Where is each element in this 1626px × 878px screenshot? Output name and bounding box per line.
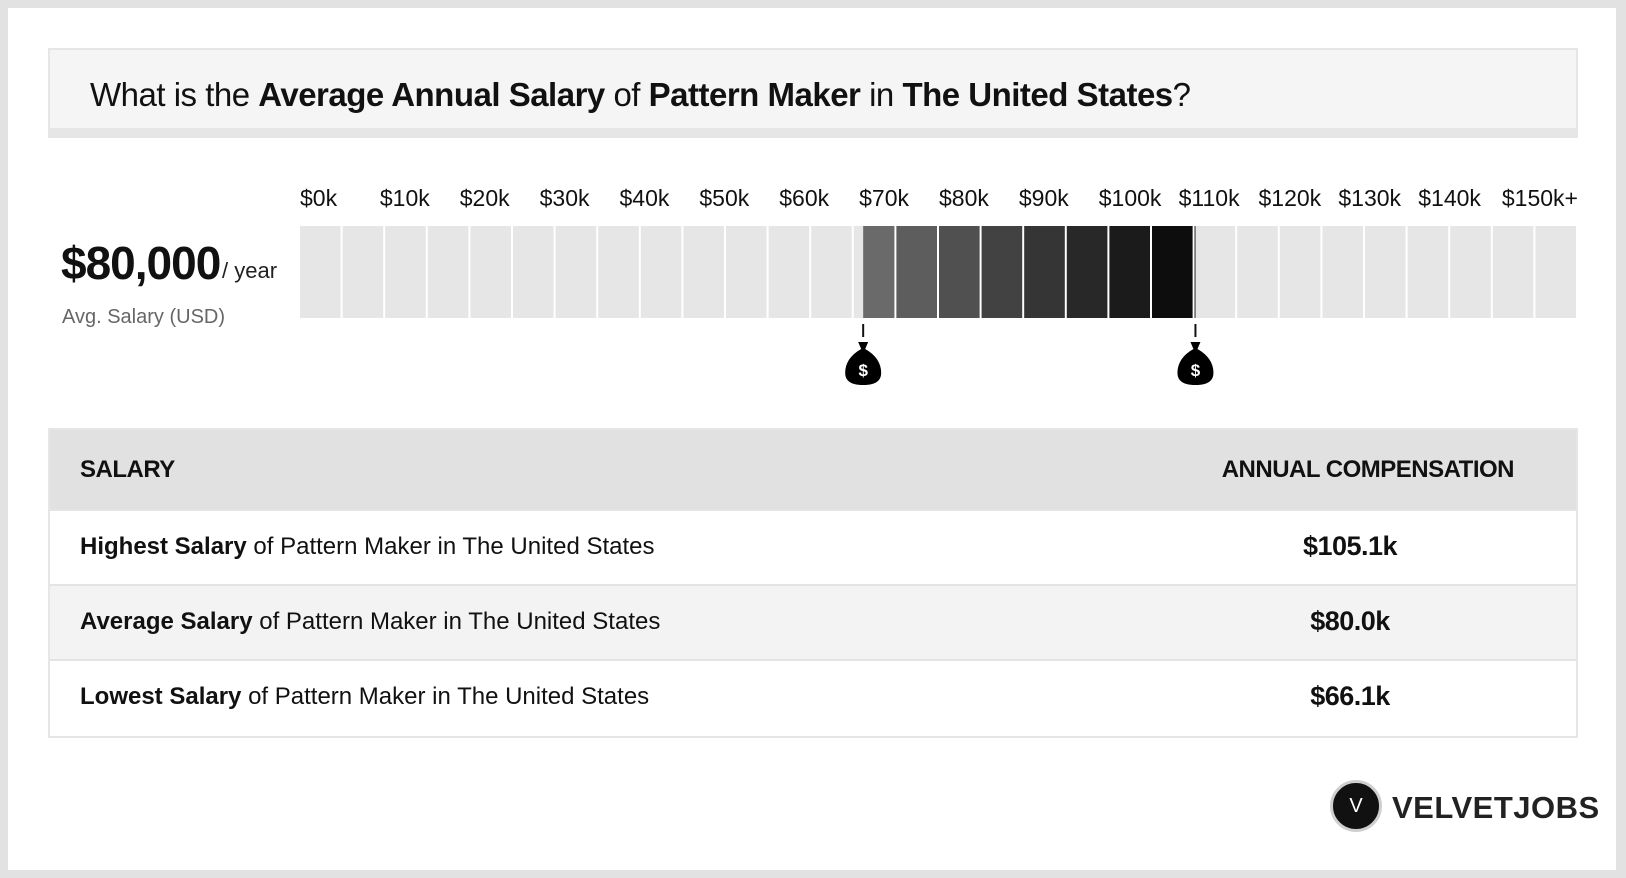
bar-segment-empty — [811, 226, 852, 318]
bar-segment-range — [896, 226, 937, 318]
row-label: Lowest Salary — [80, 683, 242, 710]
money-bag-icon — [1177, 342, 1214, 385]
x-tick-label: $0k — [300, 185, 338, 211]
x-tick-label: $110k — [1179, 185, 1240, 211]
x-tick-label: $10k — [380, 185, 430, 211]
row-value: $80.0k — [1310, 606, 1390, 636]
x-tick-label: $100k — [1099, 185, 1162, 211]
salary-table: SALARY ANNUAL COMPENSATION Highest Salar… — [48, 428, 1578, 738]
bar-segment-empty — [1322, 226, 1363, 318]
bar-segment-range — [1109, 226, 1150, 318]
bar-segment-empty — [1237, 226, 1278, 318]
x-tick-label: $140k — [1418, 185, 1481, 211]
x-tick-label: $70k — [859, 185, 909, 211]
bar-segment-empty — [598, 226, 639, 318]
bar-segment-empty — [385, 226, 426, 318]
x-tick-label: $50k — [699, 185, 749, 211]
bar-segment-empty — [513, 226, 554, 318]
bar-segment-empty — [470, 226, 511, 318]
bar-segment-empty — [427, 226, 469, 318]
bar-segment-range — [939, 226, 980, 318]
question-highlight-job: Pattern Maker — [648, 76, 861, 113]
bar-segment-empty — [640, 226, 682, 318]
bar-segment-range — [981, 226, 1023, 318]
bar-segment-range — [1066, 226, 1108, 318]
bar-segment-range — [1194, 226, 1196, 318]
question-highlight-location: The United States — [902, 76, 1173, 113]
x-tick-label: $130k — [1338, 185, 1401, 211]
x-tick-label: $120k — [1259, 185, 1322, 211]
average-salary-period: / year — [222, 258, 278, 283]
bar-segment-empty — [342, 226, 384, 318]
x-tick-label: $80k — [939, 185, 989, 211]
question-banner: What is the Average Annual Salary of Pat… — [48, 48, 1578, 138]
brand-name: VELVETJOBS — [1392, 790, 1600, 825]
salary-card: What is the Average Annual Salary of Pat… — [8, 8, 1616, 870]
x-tick-label: $60k — [779, 185, 829, 211]
bar-segment-empty — [683, 226, 724, 318]
bar-segment-range — [863, 226, 895, 318]
question-text-part: What is the — [90, 76, 259, 113]
salary-range-chart: $0k $10k $20k $30k $40k $50k $60k $70k $80k $90k $… — [300, 185, 1578, 385]
x-tick-label: $30k — [540, 185, 590, 211]
x-tick-label: $20k — [460, 185, 510, 211]
bar-segment-empty — [768, 226, 810, 318]
row-label-rest: of Pattern Maker in The United States — [252, 608, 661, 635]
bar-segment-empty — [1279, 226, 1321, 318]
column-header-salary: SALARY — [80, 456, 175, 483]
question-text-part: of — [604, 76, 649, 113]
x-tick-label: $90k — [1019, 185, 1069, 211]
row-description: Average Salary of Pattern Maker in The U… — [80, 608, 660, 636]
row-label: Highest Salary — [80, 533, 247, 560]
question-highlight-metric: Average Annual Salary — [258, 76, 605, 113]
table-row-average: Average Salary of Pattern Maker in The U… — [50, 584, 1576, 659]
money-bag-symbol: $ — [858, 361, 868, 380]
bar-segment-empty — [1450, 226, 1491, 318]
logo-icon: V — [1330, 780, 1382, 832]
table-row-highest: Highest Salary of Pattern Maker in The U… — [50, 509, 1576, 584]
question-title: What is the Average Annual Salary of Pat… — [90, 76, 1191, 114]
average-salary-amount: $80,000 — [61, 237, 221, 289]
logo-initial: V — [1349, 795, 1363, 817]
bar-segment-empty — [726, 226, 767, 318]
row-value: $66.1k — [1310, 681, 1390, 711]
bar-segment-empty — [1365, 226, 1406, 318]
x-tick-label: $150k+ — [1502, 185, 1578, 211]
brand-logo: V VELVETJOBS — [1330, 780, 1599, 836]
row-label-rest: of Pattern Maker in The United States — [241, 683, 650, 710]
column-header-compensation: ANNUAL COMPENSATION — [1221, 456, 1515, 483]
table-row-lowest: Lowest Salary of Pattern Maker in The Un… — [50, 659, 1576, 734]
bar-segment-empty — [1535, 226, 1576, 318]
table-header: SALARY ANNUAL COMPENSATION — [50, 430, 1576, 509]
bar-segment-empty — [555, 226, 597, 318]
row-value: $105.1k — [1302, 531, 1398, 561]
row-description: Highest Salary of Pattern Maker in The U… — [80, 533, 655, 561]
bar-segment-range — [1152, 226, 1193, 318]
average-salary-label: Avg. Salary (USD) — [62, 306, 226, 328]
money-bag-symbol: $ — [1191, 361, 1201, 380]
question-text-part: in — [860, 76, 903, 113]
row-label-rest: of Pattern Maker in The United States — [246, 533, 655, 560]
bar-segment-empty — [1194, 226, 1236, 318]
bar-segment-empty — [300, 226, 341, 318]
question-text-part: ? — [1172, 76, 1191, 113]
x-tick-label: $40k — [620, 185, 670, 211]
bar-segment-empty — [1407, 226, 1449, 318]
money-bag-icon — [845, 342, 882, 385]
row-label: Average Salary — [80, 608, 253, 635]
row-description: Lowest Salary of Pattern Maker in The Un… — [80, 683, 649, 711]
bar-segment-empty — [1492, 226, 1534, 318]
bar-segment-range — [1024, 226, 1065, 318]
